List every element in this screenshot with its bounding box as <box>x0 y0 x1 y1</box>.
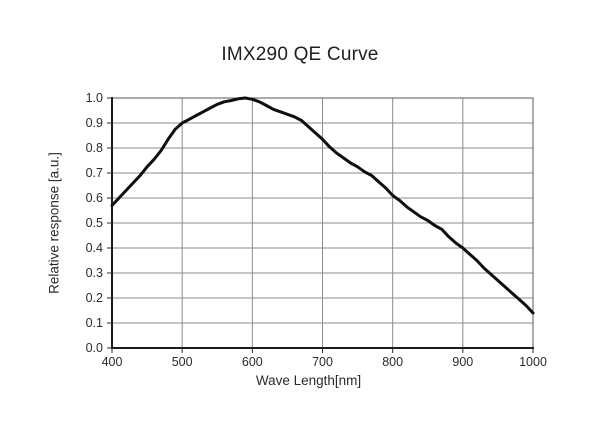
y-tick-label: 0.3 <box>86 266 103 280</box>
gridlines <box>111 97 534 349</box>
x-tick-label: 700 <box>312 355 333 369</box>
chart-title: IMX290 QE Curve <box>221 44 379 65</box>
y-tick-label: 0.7 <box>86 166 103 180</box>
x-tick-label: 400 <box>102 355 123 369</box>
x-tick-label: 1000 <box>519 355 547 369</box>
y-tick-label: 0.2 <box>86 291 103 305</box>
y-tick-label: 0.4 <box>86 241 103 255</box>
y-tick-label: 0.9 <box>86 116 103 130</box>
x-axis-title: Wave Length[nm] <box>255 373 362 388</box>
x-tick-label: 600 <box>242 355 263 369</box>
y-tick-labels: 0.0 0.1 0.2 0.3 0.4 0.5 0.6 0.7 0.8 0.9 1.0 <box>86 91 103 355</box>
y-tick-label: 0.0 <box>86 341 103 355</box>
y-tick-label: 1.0 <box>86 91 103 105</box>
y-tick-label: 0.8 <box>86 141 103 155</box>
x-tick-label: 900 <box>452 355 473 369</box>
x-tick-label: 800 <box>382 355 403 369</box>
axis-tick-marks <box>107 97 534 353</box>
y-tick-label: 0.5 <box>86 216 103 230</box>
y-tick-label: 0.1 <box>86 316 103 330</box>
y-tick-label: 0.6 <box>86 191 103 205</box>
x-tick-labels: 400 500 600 700 800 900 1000 <box>102 355 547 369</box>
x-tick-label: 500 <box>172 355 193 369</box>
qe-curve <box>110 96 535 315</box>
